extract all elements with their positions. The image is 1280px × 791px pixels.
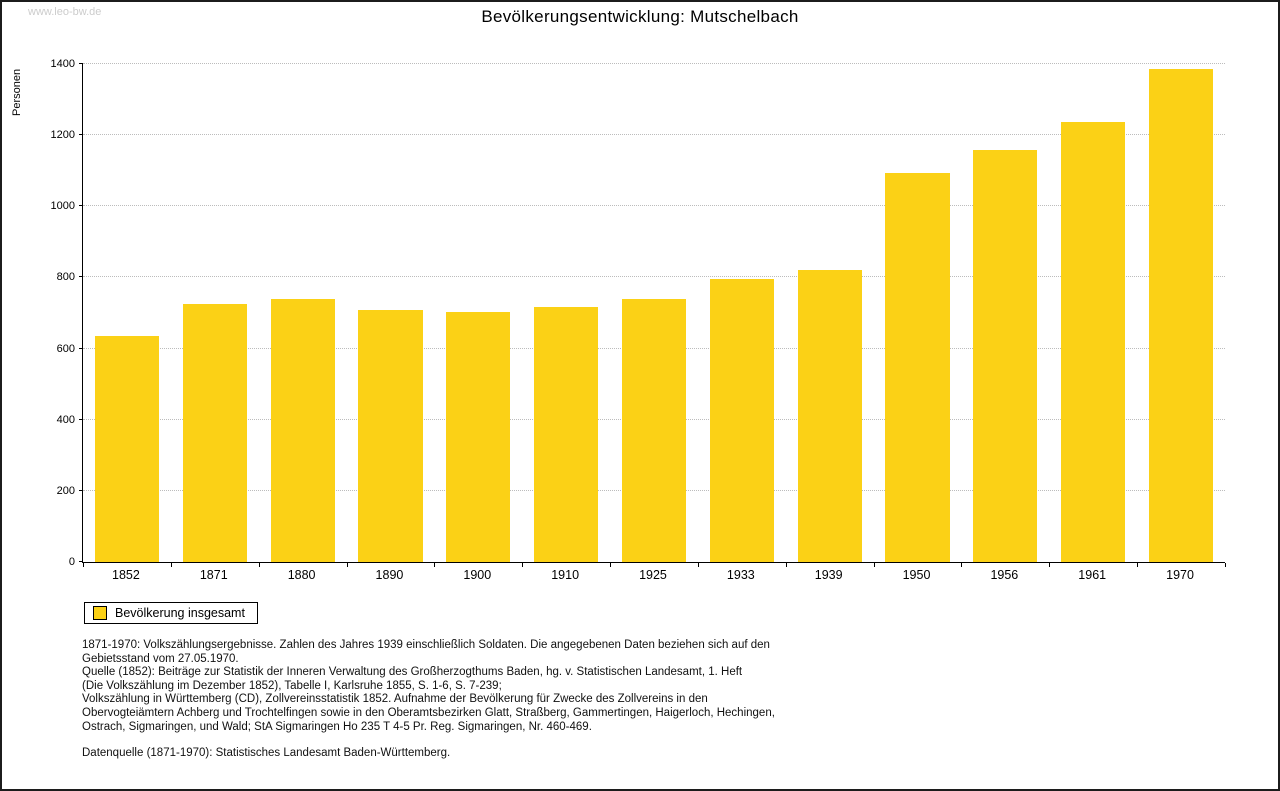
x-tick-label: 1970	[1166, 568, 1194, 582]
footnote-line: Quelle (1852): Beiträge zur Statistik de…	[82, 666, 743, 679]
y-tick-label: 0	[68, 556, 75, 568]
chart-title: Bevölkerungsentwicklung: Mutschelbach	[481, 7, 799, 26]
x-tick-mark	[873, 563, 875, 567]
gridline	[83, 63, 1225, 64]
bar-1961	[1061, 121, 1126, 562]
x-tick-mark	[1137, 563, 1139, 567]
legend-swatch-icon	[93, 606, 107, 620]
x-tick-mark	[346, 563, 348, 567]
y-axis-title: Personen	[11, 68, 23, 116]
x-tick-mark	[961, 563, 963, 567]
x-tick-label: 1950	[902, 568, 931, 582]
footnote-line: Gebietsstand vom 27.05.1970.	[82, 652, 239, 665]
bar-slot	[347, 64, 435, 562]
x-tick-label: 1961	[1078, 568, 1107, 582]
y-tick-label: 800	[56, 271, 75, 284]
bar-slot	[434, 64, 522, 562]
x-tick-label: 1852	[112, 568, 140, 582]
gridline	[83, 205, 1225, 207]
x-axis-labels: 1852 1871 1880 1890 1900 1910 1925 1933 1939 1950…	[82, 568, 1224, 582]
x-tick-mark	[610, 563, 612, 567]
x-tick-mark	[434, 563, 436, 567]
y-tick-label: 200	[56, 484, 75, 497]
bar-slot	[259, 64, 347, 562]
y-tick-label: 1000	[50, 200, 75, 213]
bar-1880	[270, 298, 335, 562]
x-tick-mark	[1225, 563, 1226, 567]
x-tick-mark	[1049, 563, 1051, 567]
bar-slot	[610, 64, 698, 562]
x-tick-label: 1900	[463, 568, 492, 582]
y-tick-mark	[79, 489, 83, 491]
legend: Bevölkerung insgesamt	[84, 602, 258, 624]
y-tick-label: 600	[56, 342, 75, 355]
bar-slot	[1049, 64, 1137, 562]
x-tick-mark	[170, 563, 172, 567]
x-tick-mark	[83, 563, 84, 567]
bar-1890	[358, 310, 423, 562]
x-tick-label: 1939	[814, 568, 843, 582]
bar-slot	[698, 64, 786, 562]
bar-1956	[973, 150, 1038, 562]
x-tick-label: 1910	[551, 568, 580, 582]
x-tick-mark	[258, 563, 260, 567]
bar-slot	[522, 64, 610, 562]
x-tick-label: 1933	[726, 568, 755, 582]
footnote-line: 1871-1970: Volkszählungsergebnisse. Zahl…	[82, 639, 770, 651]
footnote-line: Obervogteiämtern Achberg und Trochtelfin…	[82, 706, 775, 719]
bar-1950	[885, 172, 950, 562]
x-tick-mark	[522, 563, 524, 567]
x-tick-label: 1880	[287, 568, 316, 582]
x-tick-label: 1871	[199, 568, 228, 582]
y-tick-label: 400	[56, 413, 75, 426]
y-tick-mark	[79, 418, 83, 420]
footnote-line: Volkszählung in Württemberg (CD), Zollve…	[82, 693, 708, 706]
bar-1900	[446, 311, 511, 562]
bar-1871	[182, 304, 247, 562]
bar-slot	[1137, 64, 1225, 562]
bar-1852	[94, 336, 159, 562]
bar-1933	[709, 279, 774, 562]
datasource-line: Datenquelle (1871-1970): Statistisches L…	[82, 747, 451, 760]
bar-slot	[874, 64, 962, 562]
plot-area: 0 200 400 600 800 1000 1200 1400	[51, 58, 1226, 568]
y-tick-mark	[79, 205, 83, 207]
x-tick-label: 1956	[990, 568, 1019, 582]
bar-slot	[786, 64, 874, 562]
gridline	[83, 276, 1225, 278]
bar-1910	[534, 306, 599, 562]
bars	[83, 64, 1225, 562]
bar-slot	[83, 64, 171, 562]
gridline	[83, 134, 1225, 136]
y-tick-mark	[79, 276, 83, 278]
x-tick-label: 1925	[639, 568, 667, 582]
y-tick-mark	[79, 347, 83, 349]
footnote-line: Ostrach, Sigmaringen, und Wald; StA Sigm…	[82, 720, 592, 733]
bar-1939	[797, 270, 862, 562]
footnote-lines: 1871-1970: Volkszählungsergebnisse. Zahl…	[82, 639, 1202, 734]
footnotes: 1871-1970: Volkszählungsergebnisse. Zahl…	[82, 639, 1202, 761]
y-tick-mark	[79, 561, 83, 562]
y-tick-mark	[79, 134, 83, 136]
bar-slot	[961, 64, 1049, 562]
bar-slot	[171, 64, 259, 562]
footnote-line: (Die Volkszählung im Dezember 1852), Tab…	[82, 679, 502, 692]
x-tick-mark	[785, 563, 787, 567]
y-tick-label: 1200	[50, 129, 75, 142]
watermark: www.leo-bw.de	[28, 6, 102, 18]
y-tick-label: 1400	[50, 58, 75, 70]
x-tick-label: 1890	[375, 568, 404, 582]
bar-1925	[621, 299, 687, 562]
x-tick-mark	[697, 563, 699, 567]
y-tick-mark	[79, 63, 83, 64]
bar-1970	[1148, 69, 1214, 562]
legend-label: Bevölkerung insgesamt	[115, 606, 245, 620]
